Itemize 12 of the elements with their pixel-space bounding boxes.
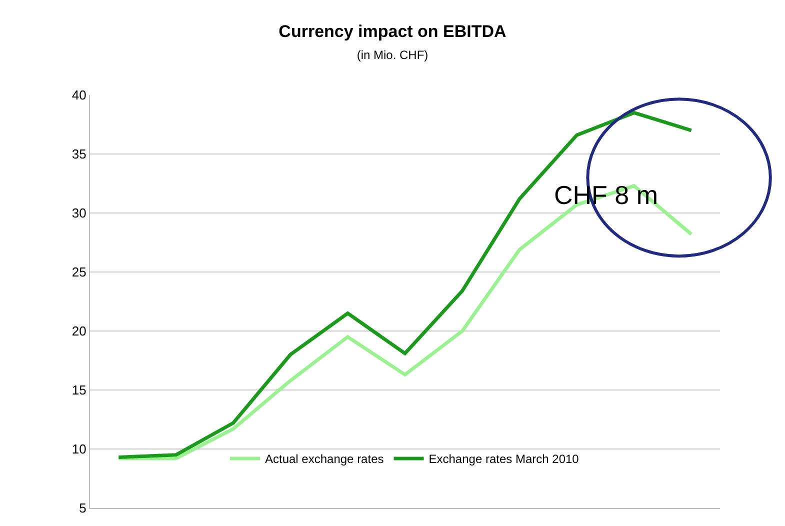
legend-label: Exchange rates March 2010 <box>428 452 580 466</box>
chart-title: Currency impact on EBITDA <box>278 22 506 41</box>
y-tick-label: 25 <box>72 264 86 280</box>
y-tick-label: 40 <box>72 88 86 103</box>
legend-label: Actual exchange rates <box>265 452 384 466</box>
chart-subtitle: (in Mio. CHF) <box>356 48 428 62</box>
y-tick-label: 5 <box>79 500 86 516</box>
y-tick-label: 10 <box>72 442 86 457</box>
y-tick-label: 15 <box>72 382 86 398</box>
y-tick-label: 30 <box>72 206 86 221</box>
y-tick-label: 35 <box>72 146 86 162</box>
y-tick-label: 20 <box>72 324 86 339</box>
